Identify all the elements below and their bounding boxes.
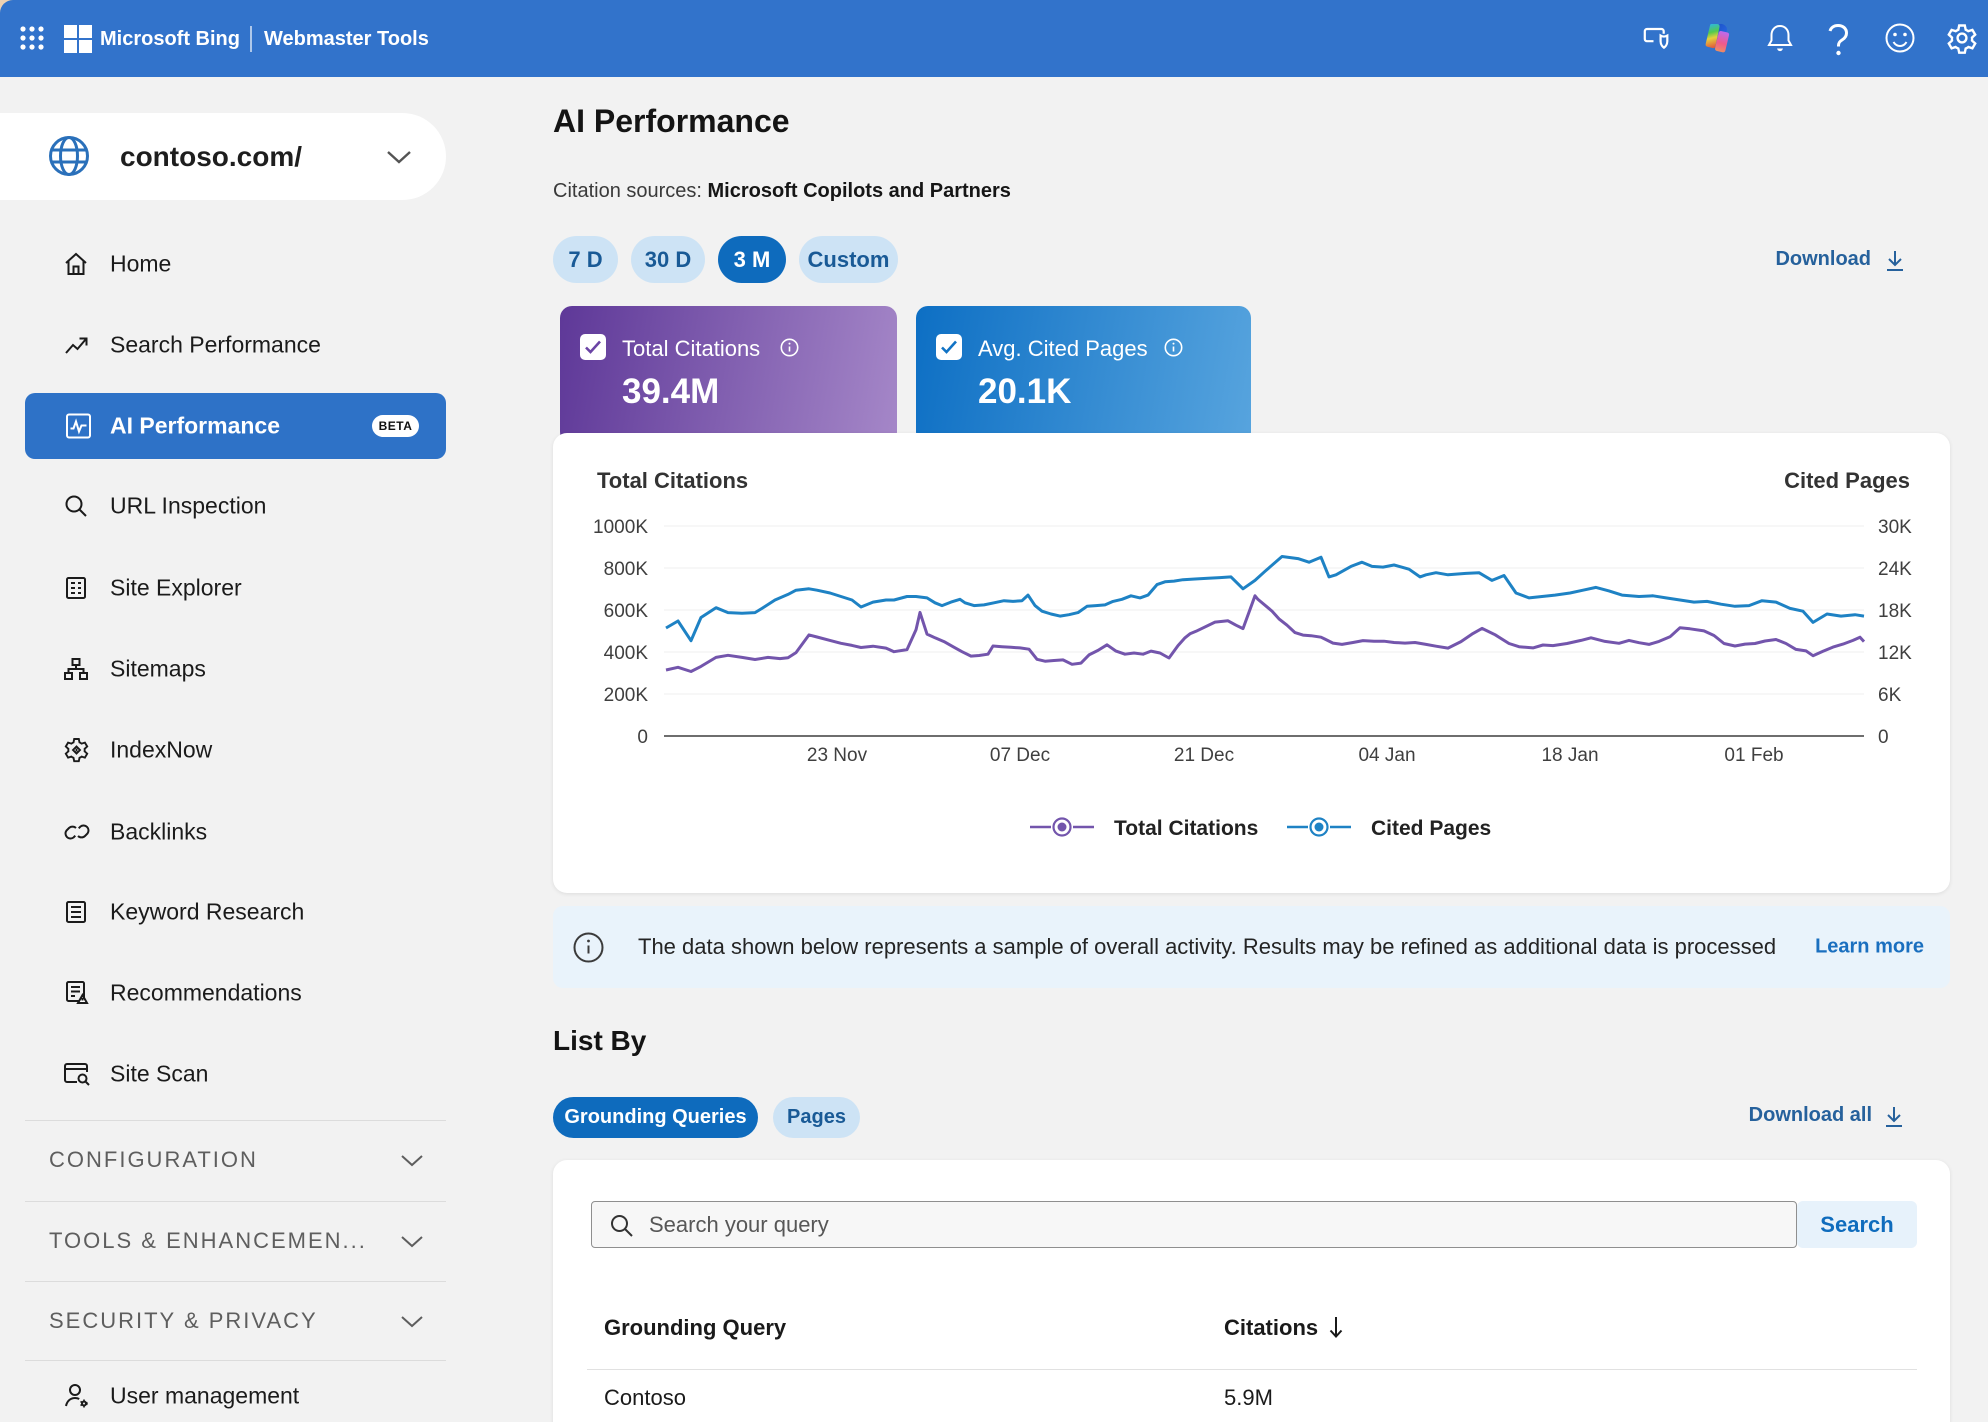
svg-text:21 Dec: 21 Dec — [1174, 745, 1234, 766]
svg-text:01 Feb: 01 Feb — [1724, 745, 1783, 766]
svg-text:1000K: 1000K — [593, 517, 648, 538]
svg-text:07 Dec: 07 Dec — [990, 745, 1050, 766]
svg-text:200K: 200K — [604, 685, 649, 706]
svg-text:6K: 6K — [1878, 685, 1902, 706]
svg-text:18 Jan: 18 Jan — [1541, 745, 1598, 766]
svg-text:24K: 24K — [1878, 559, 1912, 580]
svg-text:800K: 800K — [604, 559, 649, 580]
svg-text:0: 0 — [637, 727, 648, 748]
svg-text:18K: 18K — [1878, 601, 1912, 622]
svg-text:Total Citations: Total Citations — [1114, 817, 1258, 840]
svg-text:400K: 400K — [604, 643, 649, 664]
svg-text:600K: 600K — [604, 601, 649, 622]
svg-text:Cited Pages: Cited Pages — [1371, 817, 1491, 840]
svg-text:30K: 30K — [1878, 517, 1912, 538]
svg-text:12K: 12K — [1878, 643, 1912, 664]
svg-text:0: 0 — [1878, 727, 1889, 748]
svg-text:04 Jan: 04 Jan — [1358, 745, 1415, 766]
svg-text:23 Nov: 23 Nov — [807, 745, 868, 766]
